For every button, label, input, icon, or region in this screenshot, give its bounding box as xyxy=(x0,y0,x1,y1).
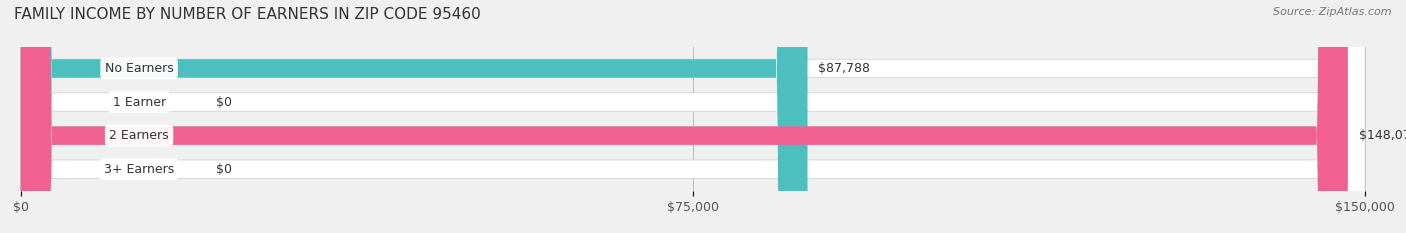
FancyBboxPatch shape xyxy=(21,0,1365,233)
Text: $0: $0 xyxy=(215,96,232,109)
FancyBboxPatch shape xyxy=(21,0,1348,233)
Text: $0: $0 xyxy=(215,163,232,176)
Text: $87,788: $87,788 xyxy=(818,62,870,75)
Text: FAMILY INCOME BY NUMBER OF EARNERS IN ZIP CODE 95460: FAMILY INCOME BY NUMBER OF EARNERS IN ZI… xyxy=(14,7,481,22)
FancyBboxPatch shape xyxy=(21,0,1365,233)
FancyBboxPatch shape xyxy=(21,0,807,233)
Text: 3+ Earners: 3+ Earners xyxy=(104,163,174,176)
FancyBboxPatch shape xyxy=(21,0,1365,233)
Text: 1 Earner: 1 Earner xyxy=(112,96,166,109)
Text: Source: ZipAtlas.com: Source: ZipAtlas.com xyxy=(1274,7,1392,17)
Text: No Earners: No Earners xyxy=(104,62,173,75)
Text: 2 Earners: 2 Earners xyxy=(110,129,169,142)
Text: $148,074: $148,074 xyxy=(1358,129,1406,142)
FancyBboxPatch shape xyxy=(21,0,1365,233)
